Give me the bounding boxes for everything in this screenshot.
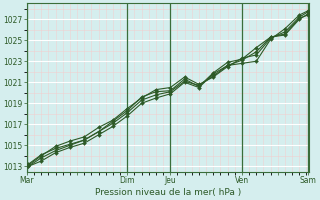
X-axis label: Pression niveau de la mer( hPa ): Pression niveau de la mer( hPa ) — [95, 188, 241, 197]
